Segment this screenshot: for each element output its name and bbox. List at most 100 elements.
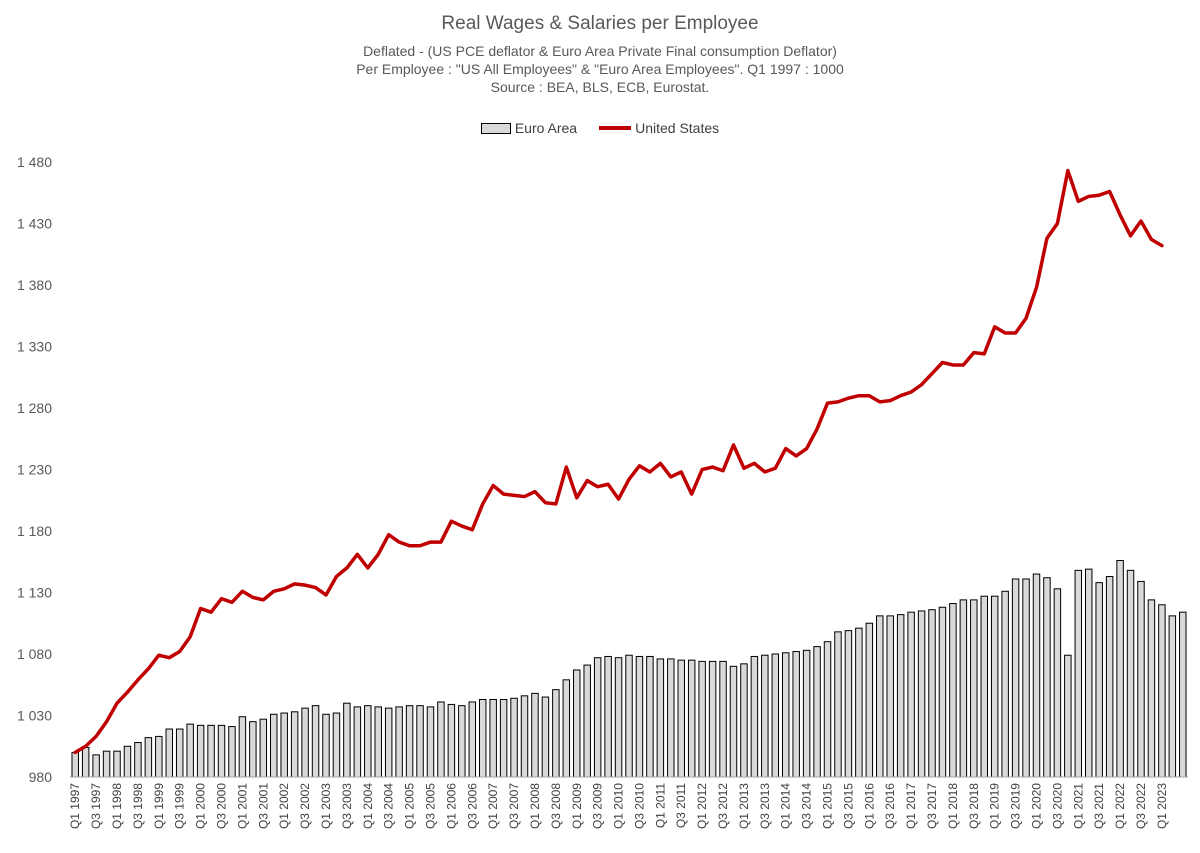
euro-area-bar bbox=[980, 595, 988, 778]
euro-area-bar bbox=[740, 663, 748, 778]
euro-area-bar bbox=[384, 707, 393, 778]
euro-area-bar bbox=[573, 669, 581, 778]
euro-area-bar bbox=[1158, 604, 1166, 778]
euro-area-bar bbox=[1179, 611, 1187, 778]
legend-item-euro-area: Euro Area bbox=[480, 120, 577, 136]
euro-area-bar bbox=[541, 696, 550, 778]
y-tick-label: 1 180 bbox=[17, 523, 52, 539]
euro-area-bar bbox=[625, 654, 633, 778]
x-tick-label: Q1 2002 bbox=[277, 783, 291, 829]
euro-area-bar bbox=[437, 701, 445, 778]
euro-area-bar bbox=[614, 657, 623, 778]
euro-area-bar bbox=[750, 655, 759, 778]
x-tick-label: Q1 2023 bbox=[1155, 783, 1169, 829]
euro-area-bar bbox=[270, 713, 278, 778]
euro-area-bar bbox=[1022, 578, 1030, 778]
x-tick-label: Q1 2007 bbox=[486, 783, 500, 829]
y-tick-label: 1 080 bbox=[17, 646, 52, 662]
x-tick-label: Q3 2008 bbox=[549, 783, 563, 829]
x-tick-label: Q3 2022 bbox=[1134, 783, 1148, 829]
euro-area-bar bbox=[510, 697, 518, 778]
x-tick-label: Q1 2011 bbox=[653, 783, 667, 828]
legend-swatch-euro-area bbox=[480, 122, 511, 134]
euro-area-bar bbox=[155, 735, 163, 778]
euro-area-bar bbox=[1011, 578, 1020, 778]
euro-area-bar bbox=[865, 622, 874, 778]
euro-area-bar bbox=[928, 609, 936, 778]
x-tick-label: Q1 2017 bbox=[904, 783, 918, 829]
euro-area-bar bbox=[1126, 569, 1135, 778]
euro-area-bar bbox=[1001, 590, 1009, 778]
euro-area-bar bbox=[896, 614, 905, 778]
euro-area-bar bbox=[970, 599, 978, 778]
euro-area-bar bbox=[290, 711, 299, 778]
chart-legend: Euro Area United States bbox=[0, 118, 1200, 138]
euro-area-bar bbox=[917, 610, 926, 778]
legend-swatch-united-states bbox=[599, 126, 632, 130]
euro-area-bar bbox=[186, 723, 194, 778]
x-tick-label: Q1 2014 bbox=[779, 783, 793, 829]
x-tick-label: Q1 2000 bbox=[194, 783, 208, 829]
x-tick-label: Q3 2011 bbox=[674, 783, 688, 828]
euro-area-bar bbox=[708, 660, 717, 778]
euro-area-bar bbox=[405, 705, 414, 778]
euro-area-bar bbox=[959, 599, 968, 778]
euro-area-bar bbox=[1105, 576, 1114, 778]
x-tick-label: Q1 2013 bbox=[737, 783, 751, 829]
chart-subtitle-per-employee: Per Employee : "US All Employees" & "Eur… bbox=[356, 61, 844, 77]
x-tick-label: Q1 2009 bbox=[570, 783, 584, 829]
x-tick-label: Q3 2005 bbox=[423, 783, 437, 829]
x-tick-label: Q3 2013 bbox=[758, 783, 772, 829]
euro-area-bar bbox=[949, 603, 957, 778]
x-tick-label: Q1 2001 bbox=[235, 783, 249, 829]
euro-area-bar bbox=[781, 652, 790, 778]
euro-area-bar bbox=[499, 699, 508, 778]
x-tick-label: Q3 2002 bbox=[298, 783, 312, 829]
euro-area-bar bbox=[1147, 599, 1156, 778]
euro-area-bar bbox=[364, 705, 372, 778]
euro-area-bar bbox=[761, 654, 769, 778]
euro-area-bar bbox=[844, 630, 853, 778]
euro-area-bar bbox=[771, 653, 780, 778]
x-tick-label: Q1 2010 bbox=[612, 783, 626, 829]
x-tick-label: Q1 2005 bbox=[403, 783, 417, 829]
euro-area-bar bbox=[71, 751, 79, 778]
euro-area-bar bbox=[207, 724, 215, 778]
x-tick-label: Q3 1997 bbox=[89, 783, 103, 829]
euro-area-bar bbox=[687, 659, 696, 778]
euro-area-bar bbox=[1064, 654, 1072, 778]
x-tick-label: Q3 2021 bbox=[1092, 783, 1106, 829]
y-tick-label: 1 230 bbox=[17, 462, 52, 478]
y-tick-label: 1 430 bbox=[17, 216, 52, 232]
euro-area-bar bbox=[134, 742, 142, 778]
euro-area-bar bbox=[343, 702, 351, 778]
euro-area-bar bbox=[802, 649, 811, 778]
x-tick-label: Q1 2006 bbox=[444, 783, 458, 829]
euro-area-bar bbox=[81, 746, 90, 778]
euro-area-bar bbox=[813, 646, 821, 778]
euro-area-bar bbox=[1137, 580, 1145, 778]
x-tick-label: Q1 2018 bbox=[946, 783, 960, 829]
euro-area-bar bbox=[1116, 560, 1124, 778]
x-tick-label: Q3 2015 bbox=[841, 783, 855, 829]
x-tick-label: Q3 2016 bbox=[883, 783, 897, 829]
y-tick-label: 1 480 bbox=[17, 154, 52, 170]
euro-area-bar bbox=[635, 655, 644, 778]
x-tick-label: Q3 2006 bbox=[465, 783, 479, 829]
legend-item-united-states: United States bbox=[599, 120, 719, 136]
x-tick-label: Q1 1997 bbox=[68, 783, 82, 829]
euro-area-bar bbox=[1168, 615, 1177, 778]
euro-area-bar bbox=[196, 724, 205, 778]
chart-header: Real Wages & Salaries per Employee Defla… bbox=[0, 0, 1200, 96]
euro-area-bar bbox=[102, 750, 111, 778]
euro-area-bar bbox=[1074, 569, 1083, 778]
x-tick-label: Q3 2014 bbox=[800, 783, 814, 829]
euro-area-bar bbox=[886, 615, 894, 778]
euro-area-bar bbox=[938, 606, 947, 778]
euro-area-bar bbox=[395, 706, 403, 778]
euro-area-bar bbox=[165, 728, 174, 778]
euro-area-bar bbox=[823, 641, 832, 778]
x-tick-label: Q3 2003 bbox=[340, 783, 354, 829]
euro-area-bar bbox=[1085, 568, 1093, 778]
euro-area-bar bbox=[520, 695, 529, 778]
